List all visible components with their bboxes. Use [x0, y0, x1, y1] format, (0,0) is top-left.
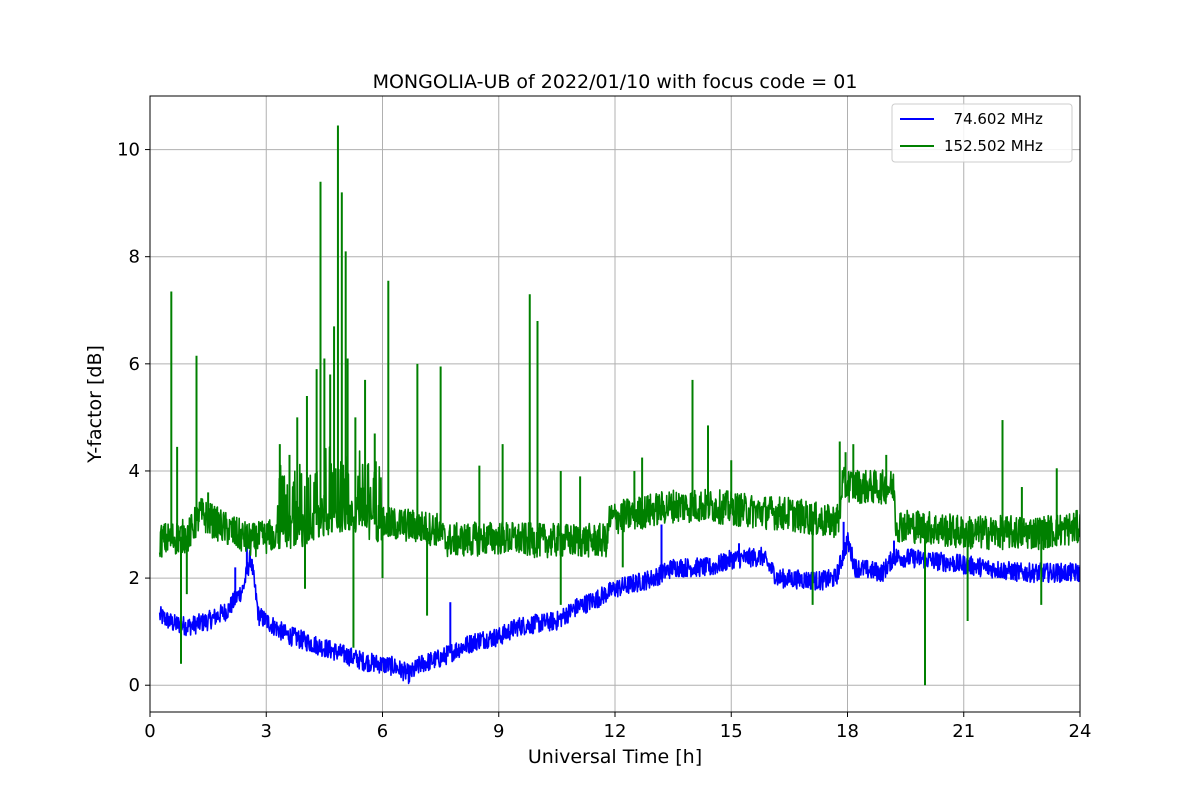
x-tick-label: 9 [493, 721, 504, 742]
legend-box [891, 103, 1073, 163]
y-axis-label: Y-factor [dB] [84, 345, 106, 464]
legend-label-0: 74.602 MHz [944, 110, 1043, 128]
x-tick-label: 6 [377, 721, 388, 742]
x-axis: 0 3 6 9 12 15 18 21 24 [144, 712, 1091, 742]
chart-title: MONGOLIA-UB of 2022/01/10 with focus cod… [373, 71, 858, 93]
x-tick-label: 3 [261, 721, 272, 742]
x-tick-label: 15 [720, 721, 743, 742]
legend-label-1: 152.502 MHz [944, 137, 1043, 155]
y-tick-label: 8 [129, 247, 140, 268]
y-tick-label: 2 [129, 568, 140, 589]
x-tick-label: 24 [1069, 721, 1092, 742]
series-line-1 [158, 446, 1080, 559]
x-axis-label: Universal Time [h] [528, 746, 702, 768]
series-line-0 [158, 532, 1080, 685]
legend: 74.602 MHz 152.502 MHz [891, 103, 1073, 163]
x-tick-label: 0 [144, 721, 155, 742]
x-tick-label: 12 [604, 721, 627, 742]
x-tick-label: 18 [836, 721, 859, 742]
y-tick-label: 6 [129, 354, 140, 375]
y-axis: 0 2 4 6 8 10 [117, 140, 150, 696]
y-tick-label: 0 [129, 675, 140, 696]
series-layer [158, 125, 1080, 686]
y-tick-label: 10 [117, 140, 140, 161]
y-tick-label: 4 [129, 461, 140, 482]
x-tick-label: 21 [952, 721, 975, 742]
